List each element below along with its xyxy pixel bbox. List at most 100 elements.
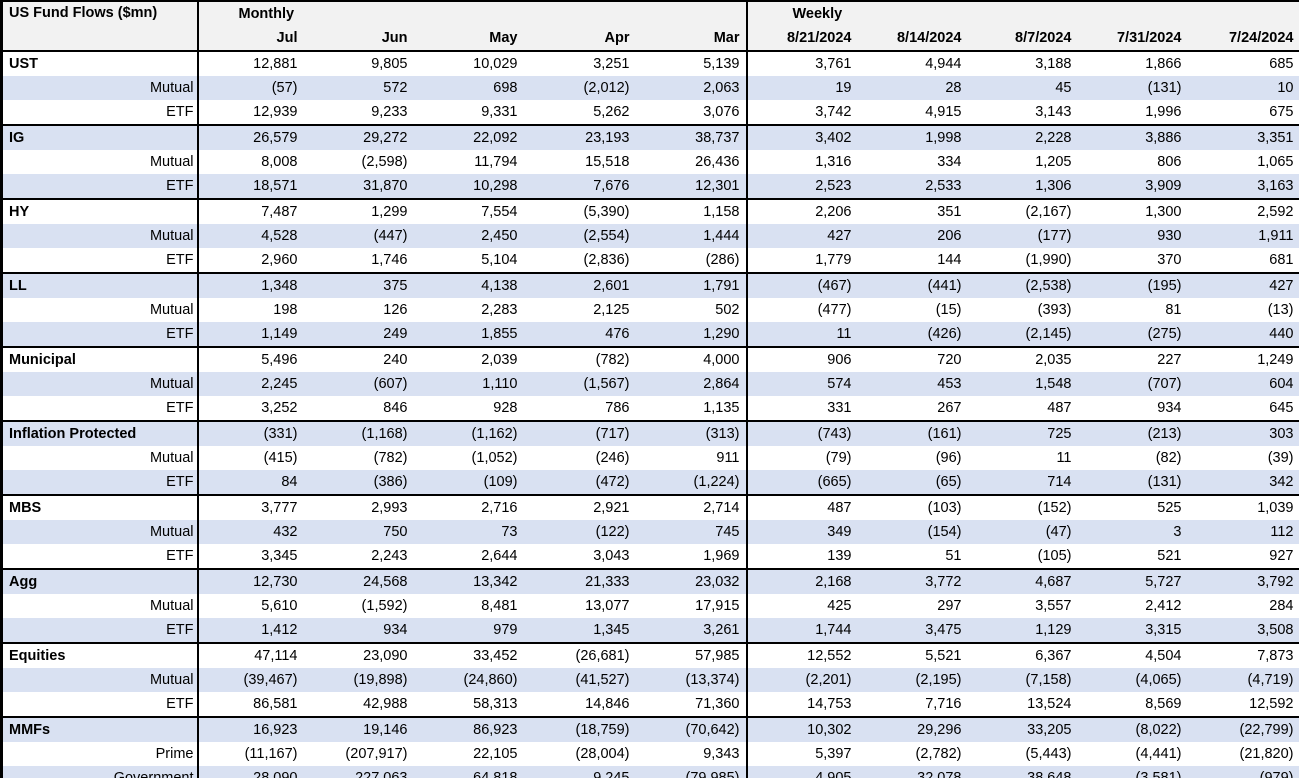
table-cell: 1,065 — [1257, 154, 1294, 170]
table-cell: 81 — [1165, 302, 1182, 318]
table-row: ETF 12,939 9,233 9,331 5,262 3,076 3,742 4,915 3… — [1, 100, 1299, 125]
table-cell: 13,077 — [585, 598, 630, 614]
table-cell: 11 — [746, 322, 858, 347]
table-cell: 3,315 — [1077, 618, 1188, 643]
table-cell: (5,443) — [1025, 746, 1072, 762]
table-cell: 685 — [1187, 50, 1299, 76]
table-row: Mutual 8,008 (2,598) 11,794 15,518 26,436 1,31… — [1, 150, 1299, 174]
table-cell: (82) — [1155, 450, 1182, 466]
table-cell: 4,138 — [413, 272, 524, 298]
table-row: UST 12,881 9,805 10,029 3,251 5,139 3,761 4,944… — [1, 50, 1299, 76]
table-cell: (79,985) — [635, 766, 748, 778]
table-cell: (2,554) — [523, 224, 636, 248]
table-cell: 3,252 — [261, 400, 298, 416]
sub-row-label: Mutual — [1, 520, 199, 544]
table-cell: 139 — [827, 548, 852, 564]
table-cell: (8,022) — [1077, 716, 1188, 742]
table-row: Municipal 5,496 240 2,039 (782) 4,000 906 720 2,… — [1, 346, 1299, 372]
table-cell: 10 — [1187, 76, 1299, 100]
table-cell: 2,592 — [1187, 198, 1299, 224]
table-cell: (286) — [635, 248, 748, 273]
table-cell: 911 — [635, 446, 748, 470]
table-cell: 10,302 — [746, 716, 858, 742]
table-cell: 3,261 — [635, 618, 748, 643]
table-cell: 1,249 — [1187, 346, 1299, 372]
table-cell: (207,917) — [345, 746, 408, 762]
table-cell: 2,714 — [635, 494, 748, 520]
table-cell: 3,772 — [857, 568, 968, 594]
table-cell: 2,601 — [523, 272, 636, 298]
table-cell: 725 — [967, 420, 1078, 446]
table-cell: (313) — [635, 420, 748, 446]
table-cell: (707) — [1077, 372, 1188, 396]
table-cell: (979) — [1187, 766, 1299, 778]
table-cell: 19,146 — [303, 716, 414, 742]
sub-row-label: ETF — [1, 692, 199, 717]
table-cell: 698 — [413, 76, 524, 100]
table-cell: 6,367 — [967, 642, 1078, 668]
table-cell: 64,818 — [413, 766, 524, 778]
table-cell: 786 — [605, 400, 630, 416]
table-row: ETF 18,571 31,870 10,298 7,676 12,301 2,523 2,5… — [1, 174, 1299, 199]
table-cell: (275) — [1077, 322, 1188, 347]
table-cell: 2,523 — [746, 174, 858, 199]
table-cell: 8,481 — [481, 598, 518, 614]
table-cell: 934 — [303, 618, 414, 643]
section-row-label: MBS — [1, 494, 199, 520]
table-cell: 33,452 — [413, 642, 524, 668]
table-cell: 1,345 — [523, 618, 636, 643]
table-cell: 2,412 — [1145, 598, 1182, 614]
column-header-row: Jul Jun May Apr Mar 8/21/2024 8/14/2024 8/7/202… — [2, 26, 1299, 52]
table-cell: (21,820) — [1239, 746, 1294, 762]
col-header-jun: Jun — [303, 26, 414, 52]
table-cell: 681 — [1269, 252, 1294, 268]
table-cell: (246) — [595, 450, 630, 466]
table-cell: (57) — [197, 76, 304, 100]
table-row: ETF 1,149 249 1,855 476 1,290 11 (426) (2,145) (2… — [1, 322, 1299, 347]
sub-row-label: ETF — [1, 322, 199, 347]
table-cell: 351 — [857, 198, 968, 224]
col-header-may: May — [413, 26, 524, 52]
table-cell: 3,251 — [523, 50, 636, 76]
section-row-label: Inflation Protected — [1, 420, 199, 446]
table-row: ETF 3,252 846 928 786 1,135 331 267 487 934 645 — [1, 396, 1299, 421]
table-cell: 227 — [1077, 346, 1188, 372]
table-cell: (154) — [857, 520, 968, 544]
sub-row-label: Mutual — [1, 594, 199, 618]
table-row: ETF 1,412 934 979 1,345 3,261 1,744 3,475 1,129 3… — [1, 618, 1299, 643]
table-cell: 1,110 — [413, 372, 524, 396]
table-cell: (1,052) — [471, 450, 518, 466]
table-cell: 42,988 — [363, 696, 408, 712]
table-row: Mutual 5,610 (1,592) 8,481 13,077 17,915 425 29… — [1, 594, 1299, 618]
table-cell: (24,860) — [413, 668, 524, 692]
table-row: Prime (11,167) (207,917) 22,105 (28,004) 9,34… — [1, 742, 1299, 766]
table-cell: 112 — [1187, 520, 1299, 544]
table-cell: 1,996 — [1145, 104, 1182, 120]
table-cell: 1,348 — [197, 272, 304, 298]
table-cell: (331) — [197, 420, 304, 446]
table-cell: 22,092 — [413, 124, 524, 150]
table-cell: 1,300 — [1077, 198, 1188, 224]
table-row: Equities 47,114 23,090 33,452 (26,681) 57,985… — [1, 642, 1299, 668]
table-cell: 1,548 — [967, 372, 1078, 396]
table-cell: 12,301 — [635, 174, 748, 199]
table-title: US Fund Flows ($mn) — [1, 1, 199, 52]
table-cell: 4,944 — [857, 50, 968, 76]
table-cell: 303 — [1187, 420, 1299, 446]
sub-row-label: ETF — [1, 174, 199, 199]
table-cell: 51 — [945, 548, 962, 564]
table-cell: 4,905 — [746, 766, 858, 778]
table-cell: 38,648 — [967, 766, 1078, 778]
table-cell: (26,681) — [523, 642, 636, 668]
table-row: ETF 86,581 42,988 58,313 14,846 71,360 14,753 7… — [1, 692, 1299, 717]
table-cell: 284 — [1269, 598, 1294, 614]
table-cell: (11,167) — [244, 746, 298, 762]
table-row: Mutual (57) 572 698 (2,012) 2,063 19 28 45 (131) 1… — [1, 76, 1299, 100]
table-cell: 3,345 — [261, 548, 298, 564]
table-cell: (665) — [746, 470, 858, 495]
table-cell: (2,145) — [967, 322, 1078, 347]
table-cell: 574 — [746, 372, 858, 396]
table-cell: (2,836) — [583, 252, 630, 268]
table-cell: (22,799) — [1187, 716, 1299, 742]
table-cell: (177) — [967, 224, 1078, 248]
